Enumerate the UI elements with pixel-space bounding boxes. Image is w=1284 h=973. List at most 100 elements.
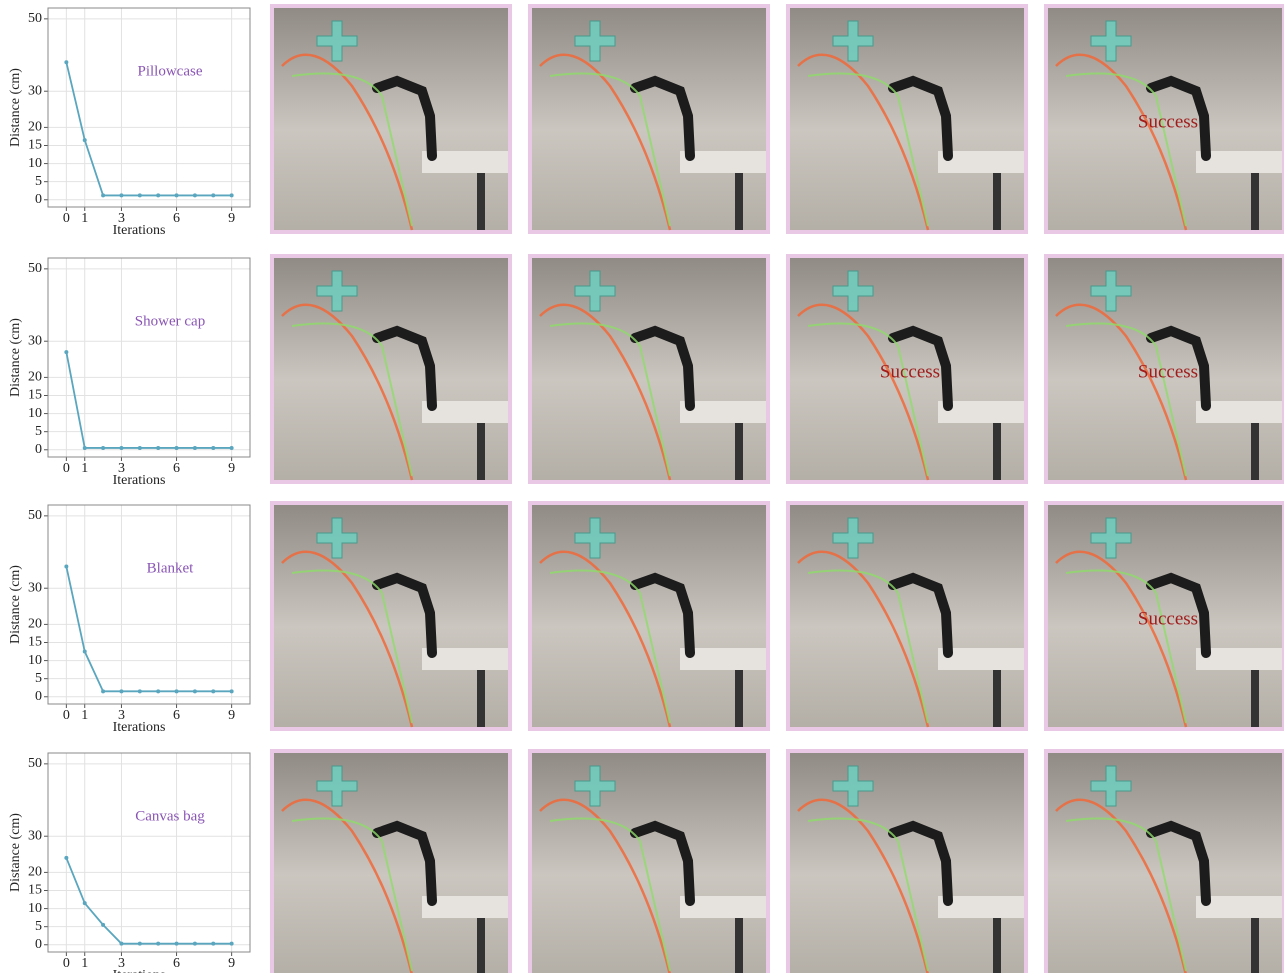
y-tick-label: 20 bbox=[28, 120, 42, 135]
x-tick-label: 1 bbox=[81, 461, 88, 476]
page: SuccessSuccessSuccessSuccess051015203050… bbox=[0, 0, 1284, 973]
photo-frame bbox=[1046, 751, 1284, 973]
photo-frame bbox=[788, 6, 1026, 232]
point bbox=[193, 446, 197, 450]
point bbox=[230, 689, 234, 693]
point bbox=[83, 446, 87, 450]
photo-frame bbox=[272, 503, 510, 729]
photo bbox=[530, 751, 768, 973]
table-leg bbox=[1251, 173, 1259, 230]
line bbox=[66, 62, 231, 195]
point bbox=[83, 138, 87, 142]
x-tick-label: 9 bbox=[228, 708, 235, 723]
table-leg bbox=[1251, 423, 1259, 480]
point bbox=[119, 193, 123, 197]
y-tick-label: 0 bbox=[35, 937, 42, 952]
point bbox=[193, 193, 197, 197]
x-axis-label: Iterations bbox=[113, 720, 166, 735]
y-tick-label: 5 bbox=[35, 174, 42, 189]
point bbox=[230, 193, 234, 197]
point bbox=[119, 446, 123, 450]
x-tick-label: 0 bbox=[63, 708, 70, 723]
success-label: Success bbox=[1138, 361, 1198, 382]
photo-frame bbox=[788, 751, 1026, 973]
line bbox=[66, 567, 231, 692]
table-leg bbox=[1251, 670, 1259, 727]
x-tick-label: 1 bbox=[81, 708, 88, 723]
point bbox=[156, 689, 160, 693]
x-tick-label: 9 bbox=[228, 461, 235, 476]
point bbox=[138, 446, 142, 450]
y-tick-label: 10 bbox=[28, 653, 42, 668]
plot-frame bbox=[48, 753, 250, 952]
x-axis-label: Iterations bbox=[113, 223, 166, 238]
x-tick-label: 9 bbox=[228, 956, 235, 971]
photo bbox=[788, 503, 1026, 729]
success-label: Success bbox=[1138, 608, 1198, 629]
line bbox=[66, 352, 231, 448]
photo-frame bbox=[788, 503, 1026, 729]
y-tick-label: 50 bbox=[28, 756, 42, 771]
photo-frame bbox=[272, 256, 510, 482]
y-tick-label: 0 bbox=[35, 192, 42, 207]
table-leg bbox=[477, 918, 485, 973]
point bbox=[193, 942, 197, 946]
photo bbox=[272, 256, 510, 482]
x-tick-label: 1 bbox=[81, 956, 88, 971]
y-tick-label: 30 bbox=[28, 333, 42, 348]
point bbox=[119, 942, 123, 946]
photo bbox=[1046, 751, 1284, 973]
y-axis-label: Distance (cm) bbox=[8, 68, 23, 147]
photo bbox=[272, 503, 510, 729]
point bbox=[175, 193, 179, 197]
point bbox=[193, 689, 197, 693]
table-leg bbox=[1251, 918, 1259, 973]
y-axis-label: Distance (cm) bbox=[8, 813, 23, 892]
chart-title: Pillowcase bbox=[138, 63, 203, 79]
y-tick-label: 5 bbox=[35, 919, 42, 934]
point bbox=[211, 942, 215, 946]
chart-title: Shower cap bbox=[135, 313, 205, 329]
photo bbox=[788, 751, 1026, 973]
x-tick-label: 6 bbox=[173, 461, 180, 476]
y-tick-label: 20 bbox=[28, 617, 42, 632]
point bbox=[101, 446, 105, 450]
point bbox=[138, 193, 142, 197]
x-tick-label: 6 bbox=[173, 708, 180, 723]
photo bbox=[272, 751, 510, 973]
plot-frame bbox=[48, 505, 250, 704]
chart-title: Blanket bbox=[147, 560, 194, 576]
point bbox=[64, 856, 68, 860]
y-tick-label: 5 bbox=[35, 671, 42, 686]
y-tick-label: 5 bbox=[35, 424, 42, 439]
x-tick-label: 9 bbox=[228, 211, 235, 226]
success-label: Success bbox=[1138, 111, 1198, 132]
y-tick-label: 20 bbox=[28, 370, 42, 385]
y-tick-label: 30 bbox=[28, 83, 42, 98]
x-tick-label: 6 bbox=[173, 956, 180, 971]
y-axis-label: Distance (cm) bbox=[8, 565, 23, 644]
photo bbox=[272, 6, 510, 232]
point bbox=[83, 650, 87, 654]
point bbox=[101, 923, 105, 927]
x-tick-label: 0 bbox=[63, 211, 70, 226]
point bbox=[119, 689, 123, 693]
point bbox=[101, 689, 105, 693]
y-tick-label: 15 bbox=[28, 635, 42, 650]
y-tick-label: 15 bbox=[28, 388, 42, 403]
point bbox=[83, 901, 87, 905]
x-axis-label: Iterations bbox=[113, 473, 166, 488]
point bbox=[230, 942, 234, 946]
line bbox=[66, 858, 231, 944]
point bbox=[64, 350, 68, 354]
point bbox=[175, 446, 179, 450]
photo bbox=[530, 503, 768, 729]
point bbox=[211, 446, 215, 450]
plot-frame bbox=[48, 8, 250, 207]
photo-frame bbox=[272, 6, 510, 232]
y-tick-label: 30 bbox=[28, 828, 42, 843]
table-leg bbox=[993, 173, 1001, 230]
point bbox=[64, 565, 68, 569]
table-leg bbox=[735, 918, 743, 973]
plot-frame bbox=[48, 258, 250, 457]
